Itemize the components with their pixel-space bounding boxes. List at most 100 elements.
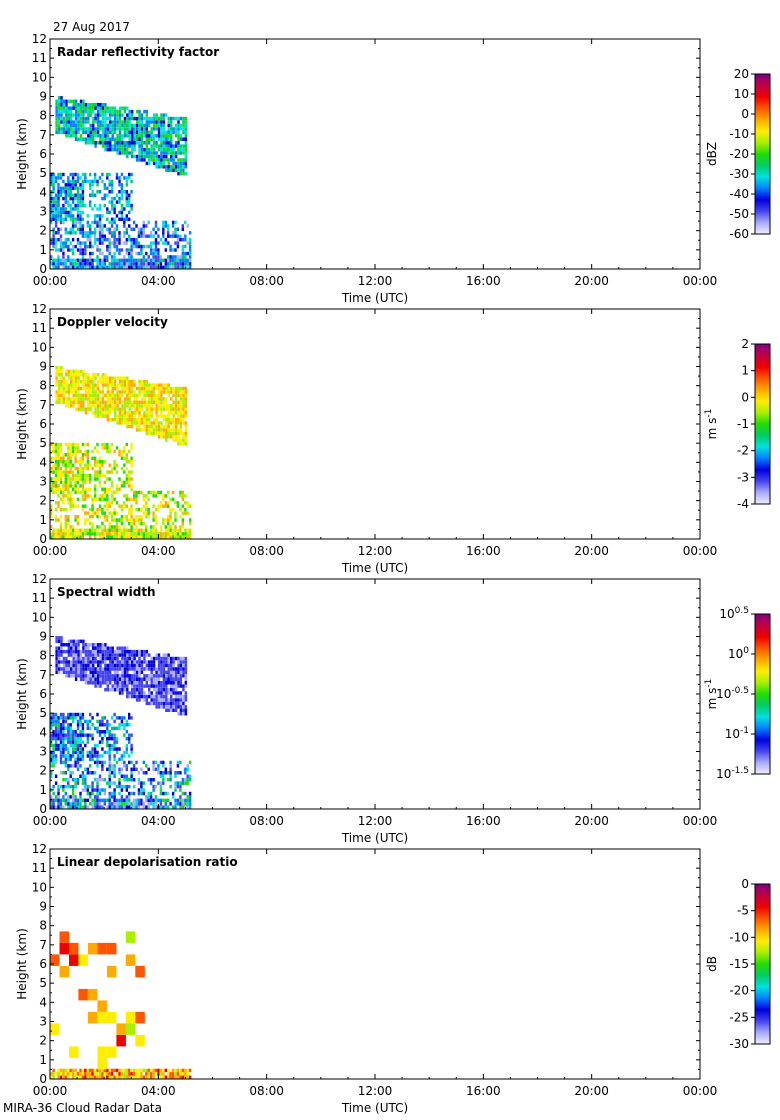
data-cell (54, 805, 58, 809)
data-cell (167, 681, 170, 685)
data-cell (138, 158, 141, 162)
data-cell (128, 120, 131, 124)
data-cell (118, 791, 121, 796)
data-cell (162, 694, 166, 699)
data-cell (162, 165, 166, 169)
data-cell (82, 386, 85, 391)
data-cell (72, 123, 75, 128)
data-cell (138, 383, 141, 387)
data-cell (60, 99, 63, 103)
data-cell (184, 778, 187, 782)
data-cell (67, 784, 70, 789)
data-cell (160, 681, 163, 685)
data-cell (131, 144, 134, 148)
data-cell (160, 691, 163, 695)
data-cell (52, 265, 55, 269)
data-cell (92, 653, 95, 657)
data-cell (101, 802, 104, 806)
data-cell (50, 241, 53, 245)
data-cell (87, 660, 90, 664)
data-cell (145, 795, 148, 799)
data-cell (79, 463, 82, 467)
data-cell (50, 1075, 53, 1079)
data-cell (57, 463, 60, 467)
data-cell (120, 190, 124, 194)
data-cell (76, 220, 80, 225)
data-cell (69, 446, 72, 450)
data-cell (76, 747, 80, 751)
data-cell (52, 241, 55, 245)
data-cell (170, 667, 173, 671)
data-cell (132, 778, 136, 782)
data-cell (106, 1046, 117, 1058)
data-cell (181, 805, 184, 809)
data-cell (69, 449, 72, 454)
data-cell (133, 677, 136, 681)
data-cell (81, 466, 85, 471)
data-cell (179, 701, 183, 706)
data-cell (70, 106, 73, 110)
data-cell (89, 670, 92, 674)
data-cell (120, 1068, 124, 1073)
data-cell (67, 190, 70, 194)
data-cell (99, 649, 102, 654)
data-cell (84, 646, 88, 650)
data-cell (54, 514, 58, 519)
data-cell (54, 757, 58, 762)
data-cell (125, 241, 128, 245)
data-cell (164, 224, 167, 228)
data-cell (143, 393, 146, 398)
data-cell (182, 123, 185, 128)
feature-upper-cloud-layer (55, 96, 187, 176)
data-cell (96, 442, 99, 447)
data-cell (152, 248, 155, 252)
data-cell (128, 390, 131, 394)
data-cell (116, 144, 119, 148)
data-cell (72, 674, 75, 678)
x-tick-label: 08:00 (249, 544, 284, 558)
data-cell (81, 241, 85, 245)
data-cell (182, 670, 185, 674)
data-cell (71, 453, 75, 457)
data-cell (118, 649, 122, 654)
data-cell (101, 442, 104, 447)
data-cell (125, 466, 128, 471)
data-cell (74, 116, 78, 121)
data-cell (98, 507, 102, 512)
data-cell (65, 99, 68, 103)
data-cell (167, 656, 170, 661)
data-cell (155, 421, 158, 425)
data-cell (110, 224, 114, 228)
data-cell (174, 670, 178, 674)
data-cell (74, 795, 77, 799)
data-cell (137, 532, 141, 536)
data-cell (176, 237, 180, 242)
data-cell (162, 141, 166, 145)
data-cell (67, 490, 70, 495)
data-cell (121, 127, 124, 131)
data-cell (152, 113, 156, 117)
data-cell (150, 681, 153, 685)
data-cell (92, 137, 95, 141)
data-cell (174, 684, 178, 688)
data-cell (82, 373, 85, 377)
data-cell (82, 120, 85, 124)
data-cell (62, 788, 65, 792)
data-cell (76, 778, 80, 782)
data-cell (120, 456, 124, 460)
data-cell (93, 172, 97, 177)
data-cell (91, 528, 94, 533)
data-cell (86, 466, 89, 471)
data-cell (86, 214, 89, 218)
data-cell (113, 511, 116, 515)
data-cell (118, 376, 122, 380)
data-cell (133, 127, 136, 131)
data-cell (138, 116, 141, 121)
data-cell (177, 712, 180, 716)
colorbar-tick-label: -10 (729, 127, 749, 141)
data-cell (101, 643, 105, 647)
data-cell (115, 244, 119, 249)
data-cell (142, 494, 145, 498)
data-cell (113, 417, 117, 422)
data-cell (188, 244, 192, 249)
